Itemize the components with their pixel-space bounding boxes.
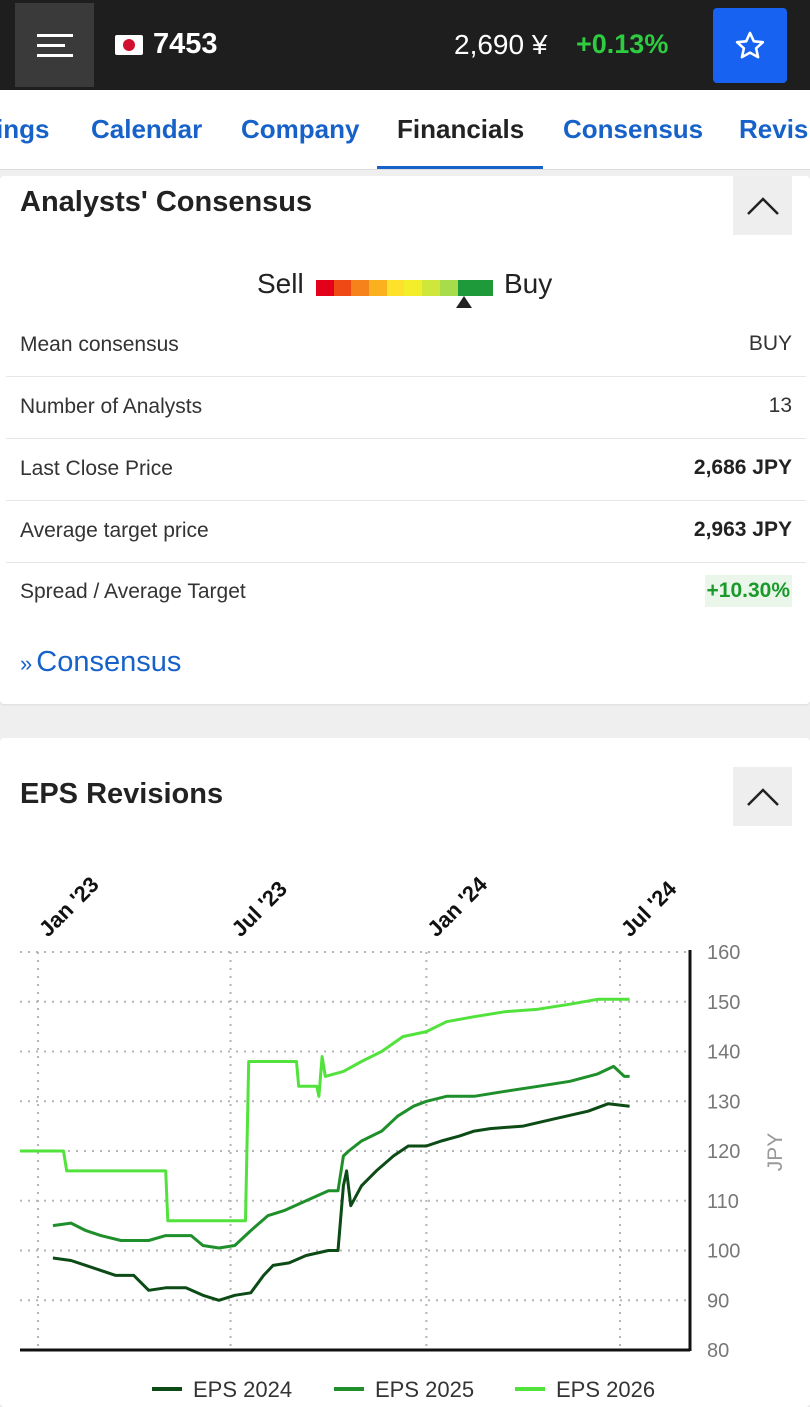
- link-label: Consensus: [36, 646, 182, 678]
- rating-segment: [457, 280, 476, 296]
- series-line: [20, 997, 630, 1223]
- rating-segment: [333, 280, 352, 296]
- row-label: Average target price: [20, 519, 209, 542]
- row-value: 2,686 JPY: [693, 456, 792, 479]
- link-prefix: »: [20, 651, 33, 676]
- rating-segment: [422, 280, 440, 296]
- y-tick-label: 110: [707, 1191, 739, 1213]
- tab-revisions[interactable]: Revisi: [739, 114, 810, 144]
- rating-segment: [316, 280, 334, 296]
- rating-segment: [369, 280, 387, 296]
- y-tick-label: 80: [707, 1340, 729, 1362]
- row-value: 13: [768, 394, 792, 417]
- rating-segment: [404, 280, 423, 296]
- row-label: Mean consensus: [20, 333, 179, 356]
- price-change: +0.13%: [576, 29, 669, 59]
- eps-title: EPS Revisions: [20, 778, 224, 810]
- legend-label: EPS 2025: [375, 1377, 474, 1402]
- consensus-row: Spread / Average Target +10.30%: [6, 562, 806, 624]
- tab-ratings[interactable]: ings: [0, 114, 50, 144]
- rating-segment: [351, 280, 370, 296]
- consensus-row: Average target price 2,963 JPY: [6, 501, 806, 563]
- star-icon: [735, 31, 765, 58]
- chevron-up-icon: [746, 787, 779, 806]
- y-tick-label: 130: [707, 1091, 740, 1113]
- legend-label: EPS 2024: [193, 1377, 292, 1402]
- tab-calendar[interactable]: Calendar: [91, 114, 203, 144]
- y-tick-label: 100: [707, 1241, 740, 1263]
- rating-scale: Sell Buy: [0, 264, 810, 308]
- consensus-row: Last Close Price 2,686 JPY: [6, 439, 806, 501]
- chevron-up-icon: [746, 196, 779, 215]
- top-bar: 7453 2,690 ¥ +0.13%: [0, 0, 810, 90]
- collapse-eps-button[interactable]: [733, 767, 792, 826]
- x-tick-label: Jul '23: [226, 876, 291, 941]
- eps-revisions-card: EPS Revisions: [0, 738, 810, 1407]
- row-value: BUY: [748, 332, 792, 355]
- watchlist-star-button[interactable]: [713, 8, 787, 83]
- y-tick-label: 160: [707, 942, 740, 964]
- eps-revisions-chart: 80 90 100 110 120 130 140 150 160 JPY Jan '23 Jul '…: [20, 871, 787, 1402]
- x-tick-label: Jan '23: [34, 872, 104, 942]
- row-label: Number of Analysts: [20, 395, 203, 418]
- hamburger-icon[interactable]: [15, 3, 94, 87]
- series-line: [52, 1064, 630, 1250]
- tab-company[interactable]: Company: [241, 114, 360, 144]
- japan-flag-icon: [115, 35, 143, 55]
- consensus-row: Mean consensus BUY: [6, 315, 806, 377]
- x-tick-label: Jul '24: [616, 876, 682, 942]
- y-axis-label: JPY: [764, 1133, 787, 1172]
- buy-label: Buy: [504, 268, 553, 299]
- active-tab-indicator: [377, 166, 543, 169]
- analysts-consensus-card: Analysts' Consensus Sell Buy Mean consen…: [0, 176, 810, 704]
- rating-marker-icon: [456, 296, 472, 308]
- consensus-row: Number of Analysts 13: [6, 377, 806, 439]
- rating-segment: [475, 280, 493, 296]
- tab-consensus[interactable]: Consensus: [563, 114, 704, 144]
- ticker-symbol: 7453: [153, 28, 218, 60]
- rating-segment: [439, 280, 458, 296]
- consensus-link[interactable]: » Consensus: [20, 646, 181, 679]
- legend-label: EPS 2026: [556, 1377, 655, 1402]
- sell-label: Sell: [257, 268, 304, 299]
- y-tick-label: 140: [707, 1042, 740, 1064]
- x-tick-label: Jan '24: [422, 871, 492, 941]
- section-tabs: ings Calendar Company Financials Consens…: [0, 90, 810, 170]
- rating-bar: [316, 280, 493, 296]
- row-value: 2,963 JPY: [693, 518, 792, 541]
- tab-financials[interactable]: Financials: [397, 114, 525, 144]
- y-tick-label: 120: [707, 1141, 740, 1163]
- collapse-consensus-button[interactable]: [733, 176, 792, 235]
- y-tick-label: 150: [707, 992, 740, 1014]
- row-value: +10.30%: [704, 575, 792, 607]
- series-line: [52, 1102, 630, 1302]
- row-label: Spread / Average Target: [20, 580, 246, 603]
- last-price: 2,690 ¥: [454, 29, 548, 60]
- y-tick-label: 90: [707, 1290, 729, 1312]
- consensus-title: Analysts' Consensus: [20, 186, 313, 218]
- rating-segment: [386, 280, 405, 296]
- row-label: Last Close Price: [20, 457, 173, 480]
